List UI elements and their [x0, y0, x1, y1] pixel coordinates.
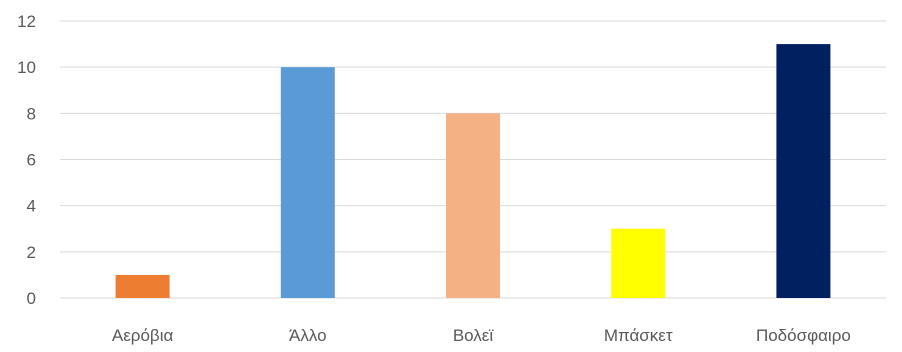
y-tick-label-4: 4: [27, 197, 36, 216]
bar-3: [446, 113, 500, 298]
y-tick-label-0: 0: [27, 289, 36, 308]
x-category-label-1: Αερόβια: [112, 326, 174, 345]
y-tick-label-10: 10: [17, 58, 36, 77]
x-category-label-2: Άλλο: [289, 326, 327, 345]
y-tick-label-2: 2: [27, 243, 36, 262]
x-category-label-4: Μπάσκετ: [604, 326, 673, 345]
y-axis-ticks: 0 2 4 6 8 10 12: [17, 12, 36, 308]
y-tick-label-6: 6: [27, 151, 36, 170]
bar-2: [280, 67, 335, 299]
bar-1: [115, 274, 170, 298]
y-tick-label-8: 8: [27, 104, 36, 123]
bars: [115, 44, 831, 299]
x-category-label-5: Ποδόσφαιρο: [756, 326, 851, 345]
x-axis-labels: Αερόβια Άλλο Βολεϊ Μπάσκετ Ποδόσφαιρο: [112, 326, 851, 345]
y-tick-label-12: 12: [17, 12, 36, 31]
bar-4: [611, 228, 666, 298]
x-category-label-3: Βολεϊ: [453, 326, 495, 345]
bar-5: [776, 44, 831, 299]
